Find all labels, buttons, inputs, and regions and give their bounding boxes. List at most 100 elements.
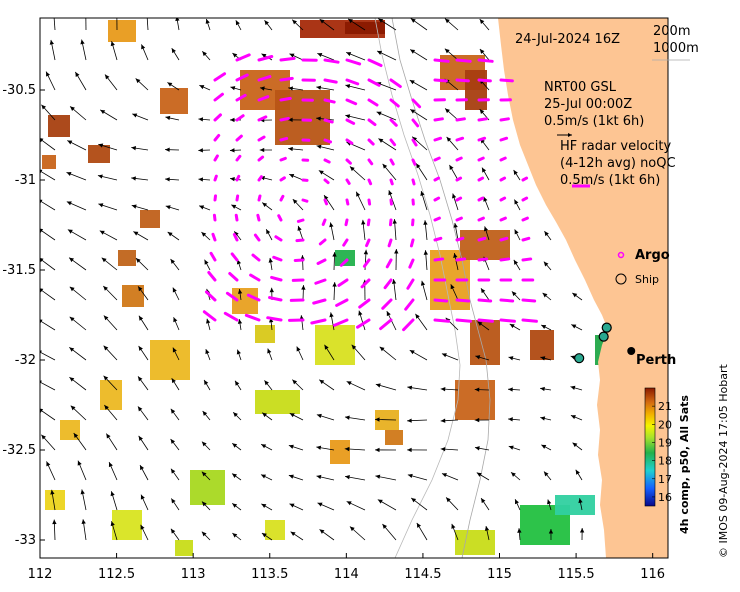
- model-arrowhead: [420, 280, 426, 286]
- model-arrowhead: [412, 136, 418, 142]
- model-arrowhead: [540, 416, 546, 421]
- model-arrowhead: [543, 261, 549, 267]
- sst-patch: [118, 250, 136, 266]
- model-arrowhead: [204, 379, 209, 385]
- radar-arrow: [234, 213, 239, 222]
- model-arrowhead: [103, 375, 109, 381]
- model-arrowhead: [391, 279, 397, 284]
- model-arrowhead: [540, 356, 546, 361]
- model-arrowhead: [145, 13, 149, 18]
- model-arrowhead: [423, 220, 428, 225]
- model-arrowhead: [474, 446, 480, 451]
- model-arrowhead: [237, 319, 243, 324]
- radar-arrow: [204, 290, 217, 302]
- lat-tick-label: -31: [15, 173, 36, 188]
- model-arrowhead: [101, 257, 107, 263]
- model-arrowhead: [205, 18, 210, 24]
- radar-arrow: [388, 218, 393, 227]
- radar-arrow: [360, 278, 371, 289]
- model-arrowhead: [198, 177, 204, 182]
- model-arrowhead: [363, 249, 369, 255]
- model-arrowhead: [375, 417, 380, 422]
- model-arrowhead: [481, 498, 486, 504]
- radar-arrow: [279, 136, 289, 142]
- model-arrowhead: [300, 255, 305, 260]
- radar-arrow: [389, 78, 402, 89]
- radar-arrow: [235, 134, 243, 142]
- model-arrowhead: [46, 461, 51, 467]
- radar-arrow: [228, 271, 239, 282]
- model-arrowhead: [259, 86, 265, 91]
- sst-patch: [175, 540, 193, 556]
- radar-arrow: [213, 113, 222, 122]
- model-arrowhead: [453, 222, 458, 228]
- model-arrowhead: [415, 313, 420, 319]
- radar-arrow: [321, 218, 327, 226]
- radar-arrow: [345, 138, 354, 145]
- radar-arrow: [345, 178, 351, 185]
- model-label-2: 25-Jul 00:00Z: [544, 97, 632, 112]
- radar-arrow: [232, 233, 239, 242]
- model-arrowhead: [316, 85, 322, 90]
- model-arrowhead: [324, 344, 329, 350]
- model-arrowhead: [261, 444, 267, 449]
- model-arrowhead: [235, 20, 240, 26]
- radar-arrow: [244, 313, 261, 322]
- model-arrowhead: [570, 385, 576, 390]
- radar-arrow: [230, 252, 239, 262]
- radar-arrow: [367, 138, 375, 146]
- radar-arrow: [266, 316, 283, 322]
- lat-tick-label: -32.5: [2, 443, 36, 458]
- radar-arrow: [499, 318, 516, 323]
- ship-legend-marker: [615, 273, 627, 285]
- model-arrowhead: [264, 380, 269, 386]
- radar-arrow: [323, 178, 330, 185]
- model-arrowhead: [40, 319, 43, 324]
- model-arrowhead: [292, 379, 298, 385]
- model-arrowhead: [407, 447, 412, 453]
- model-arrowhead: [394, 249, 399, 254]
- model-arrowhead: [453, 253, 458, 258]
- model-arrowhead: [69, 316, 75, 322]
- model-arrow: [40, 351, 56, 361]
- model-arrowhead: [480, 288, 486, 294]
- model-arrowhead: [511, 472, 516, 477]
- model-arrowhead: [345, 114, 351, 119]
- radar-arrow: [499, 216, 507, 222]
- model-arrowhead: [440, 447, 446, 452]
- model-arrowhead: [172, 347, 177, 353]
- radar-arrow: [223, 311, 239, 322]
- radar-arrow: [433, 58, 450, 63]
- radar-arrow: [345, 98, 358, 106]
- sst-patch: [255, 390, 300, 414]
- radar-arrow: [499, 176, 507, 182]
- model-arrowhead: [40, 258, 44, 263]
- model-arrowhead: [259, 147, 265, 153]
- sst-patch: [555, 495, 595, 515]
- lat-tick-label: -33: [15, 533, 36, 548]
- radar-arrow: [279, 156, 287, 162]
- model-arrowhead: [444, 18, 450, 24]
- radar-arrow: [455, 318, 472, 323]
- model-arrowhead: [232, 533, 238, 538]
- radar-arrow: [521, 216, 529, 222]
- radar-arrow: [358, 298, 371, 309]
- model-arrowhead: [138, 376, 143, 382]
- radar-arrow: [477, 216, 485, 222]
- sst-patch: [42, 155, 56, 169]
- model-arrowhead: [170, 468, 176, 474]
- model-arrowhead: [97, 174, 103, 179]
- radar-arrow: [256, 213, 261, 222]
- model-arrowhead: [40, 288, 44, 293]
- model-arrowhead: [110, 491, 115, 497]
- model-arrowhead: [172, 287, 177, 293]
- model-arrowhead: [346, 52, 352, 57]
- sst-patch: [335, 250, 355, 266]
- model-arrowhead: [329, 222, 334, 228]
- radar-arrow: [409, 238, 415, 248]
- radar-arrow: [257, 115, 268, 122]
- sst-patch: [330, 440, 350, 464]
- longitude-axis: 112 112.5 113 113.5 114 114.5 115 115.5 116: [28, 553, 665, 582]
- radar-arrow: [499, 196, 507, 202]
- radar-arrow: [235, 194, 240, 202]
